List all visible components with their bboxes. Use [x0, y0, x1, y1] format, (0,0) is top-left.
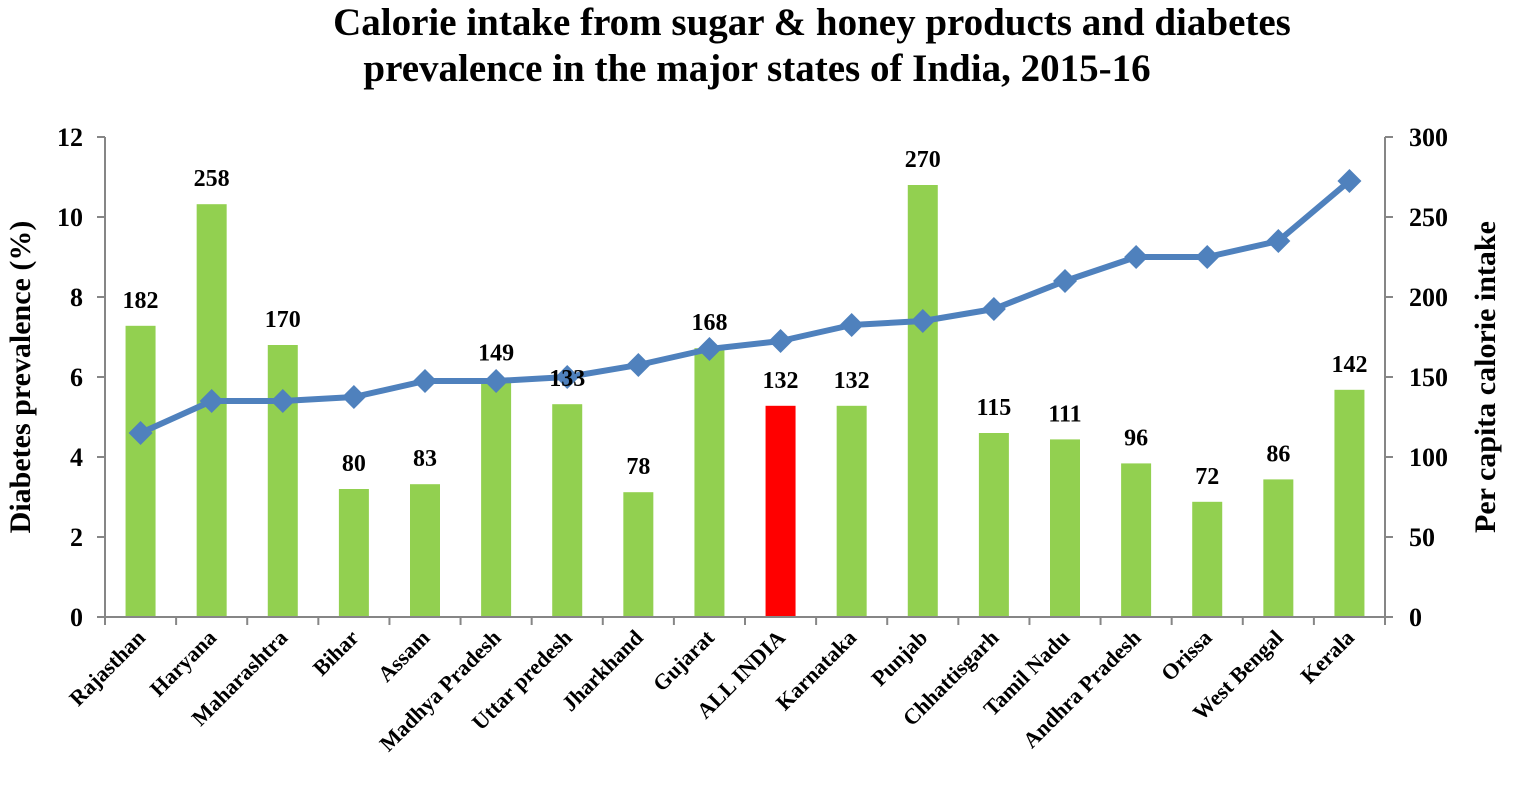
chart-title: Calorie intake from sugar & honey produc…	[0, 0, 1514, 92]
bar-15	[1192, 501, 1223, 617]
y-left-tick-label-0: 0	[70, 603, 83, 632]
line-point-11	[910, 309, 935, 333]
category-label-8: Gujarat	[648, 624, 720, 696]
bar-data-label-3: 80	[342, 451, 366, 477]
y-left-tick-label-2: 4	[70, 443, 83, 472]
bar-data-label-10: 132	[834, 368, 870, 394]
y-left-tick-label-1: 2	[70, 523, 83, 552]
y-right-tick-label-6: 300	[1409, 123, 1448, 152]
line-point-12	[981, 297, 1006, 321]
chart-title-line-2: prevalence in the major states of India,…	[363, 47, 1151, 90]
y-left-tick-label-4: 8	[70, 283, 83, 312]
bar-data-label-2: 170	[265, 307, 301, 333]
y-left-tick-label-3: 6	[70, 363, 83, 392]
y-right-tick-label-2: 100	[1409, 443, 1448, 472]
bar-12	[978, 433, 1009, 617]
line-point-1	[199, 389, 224, 413]
line-point-2	[270, 389, 295, 413]
bar-14	[1121, 463, 1152, 617]
bar-9	[765, 405, 796, 617]
line-point-15	[1195, 245, 1220, 269]
category-label-0: Rajasthan	[64, 625, 150, 711]
y-left-tick-label-5: 10	[57, 203, 83, 232]
y-axis-right-title: Per capita calorie intake	[1469, 221, 1502, 533]
bar-data-label-0: 182	[123, 288, 159, 314]
line-point-16	[1266, 229, 1291, 253]
bar-3	[338, 489, 369, 617]
bar-4	[410, 484, 440, 617]
bar-11	[907, 185, 938, 617]
bar-2	[267, 345, 298, 617]
category-label-4: Assam	[373, 625, 435, 687]
bar-17	[1334, 389, 1365, 617]
bar-data-label-1: 258	[194, 166, 230, 192]
y-right-tick-label-4: 200	[1409, 283, 1448, 312]
bar-10	[836, 405, 867, 617]
category-label-3: Bihar	[308, 625, 364, 681]
bar-7	[623, 492, 654, 617]
line-point-10	[839, 313, 864, 337]
line-point-17	[1337, 169, 1362, 193]
bar-data-label-9: 132	[763, 368, 799, 394]
bar-5	[481, 378, 512, 617]
bar-data-label-13: 111	[1048, 401, 1081, 427]
line-point-7	[626, 353, 651, 377]
bar-data-label-8: 168	[691, 310, 727, 336]
bar-16	[1263, 479, 1294, 617]
line-point-0	[128, 421, 153, 445]
bar-data-label-11: 270	[905, 147, 941, 173]
bar-data-label-4: 83	[413, 446, 437, 472]
y-right-tick-label-5: 250	[1409, 203, 1448, 232]
line-point-4	[413, 369, 437, 393]
y-axis-left-title: Diabetes prevalence (%)	[4, 221, 37, 534]
bar-data-label-16: 86	[1266, 441, 1290, 467]
y-right-tick-label-0: 0	[1409, 603, 1422, 632]
category-label-11: Punjab	[866, 625, 932, 691]
bar-data-label-5: 149	[478, 341, 514, 367]
bar-8	[694, 348, 725, 617]
bar-0	[125, 325, 156, 617]
bar-data-label-14: 96	[1124, 425, 1148, 451]
line-series-path	[139, 178, 1352, 436]
bar-data-label-15: 72	[1195, 464, 1219, 490]
y-left-tick-label-6: 12	[57, 123, 83, 152]
line-point-5	[484, 369, 509, 393]
category-label-17: Kerala	[1296, 625, 1359, 688]
bar-data-label-17: 142	[1331, 352, 1367, 378]
y-right-tick-label-1: 50	[1409, 523, 1435, 552]
category-label-15: Orissa	[1156, 625, 1217, 686]
bar-data-label-7: 78	[626, 454, 650, 480]
line-point-8	[697, 337, 722, 361]
line-point-9	[768, 329, 793, 353]
bar-6	[552, 404, 583, 617]
bar-data-label-12: 115	[977, 395, 1012, 421]
bar-data-label-6: 133	[549, 366, 585, 392]
line-point-13	[1053, 269, 1077, 293]
y-right-tick-label-3: 150	[1409, 363, 1448, 392]
chart-title-line-1: Calorie intake from sugar & honey produc…	[333, 1, 1291, 44]
category-label-5: Madhya Pradesh	[374, 625, 505, 756]
bar-13	[1050, 439, 1080, 617]
line-point-14	[1124, 245, 1149, 269]
line-point-6	[555, 365, 580, 389]
line-point-3	[341, 385, 366, 409]
